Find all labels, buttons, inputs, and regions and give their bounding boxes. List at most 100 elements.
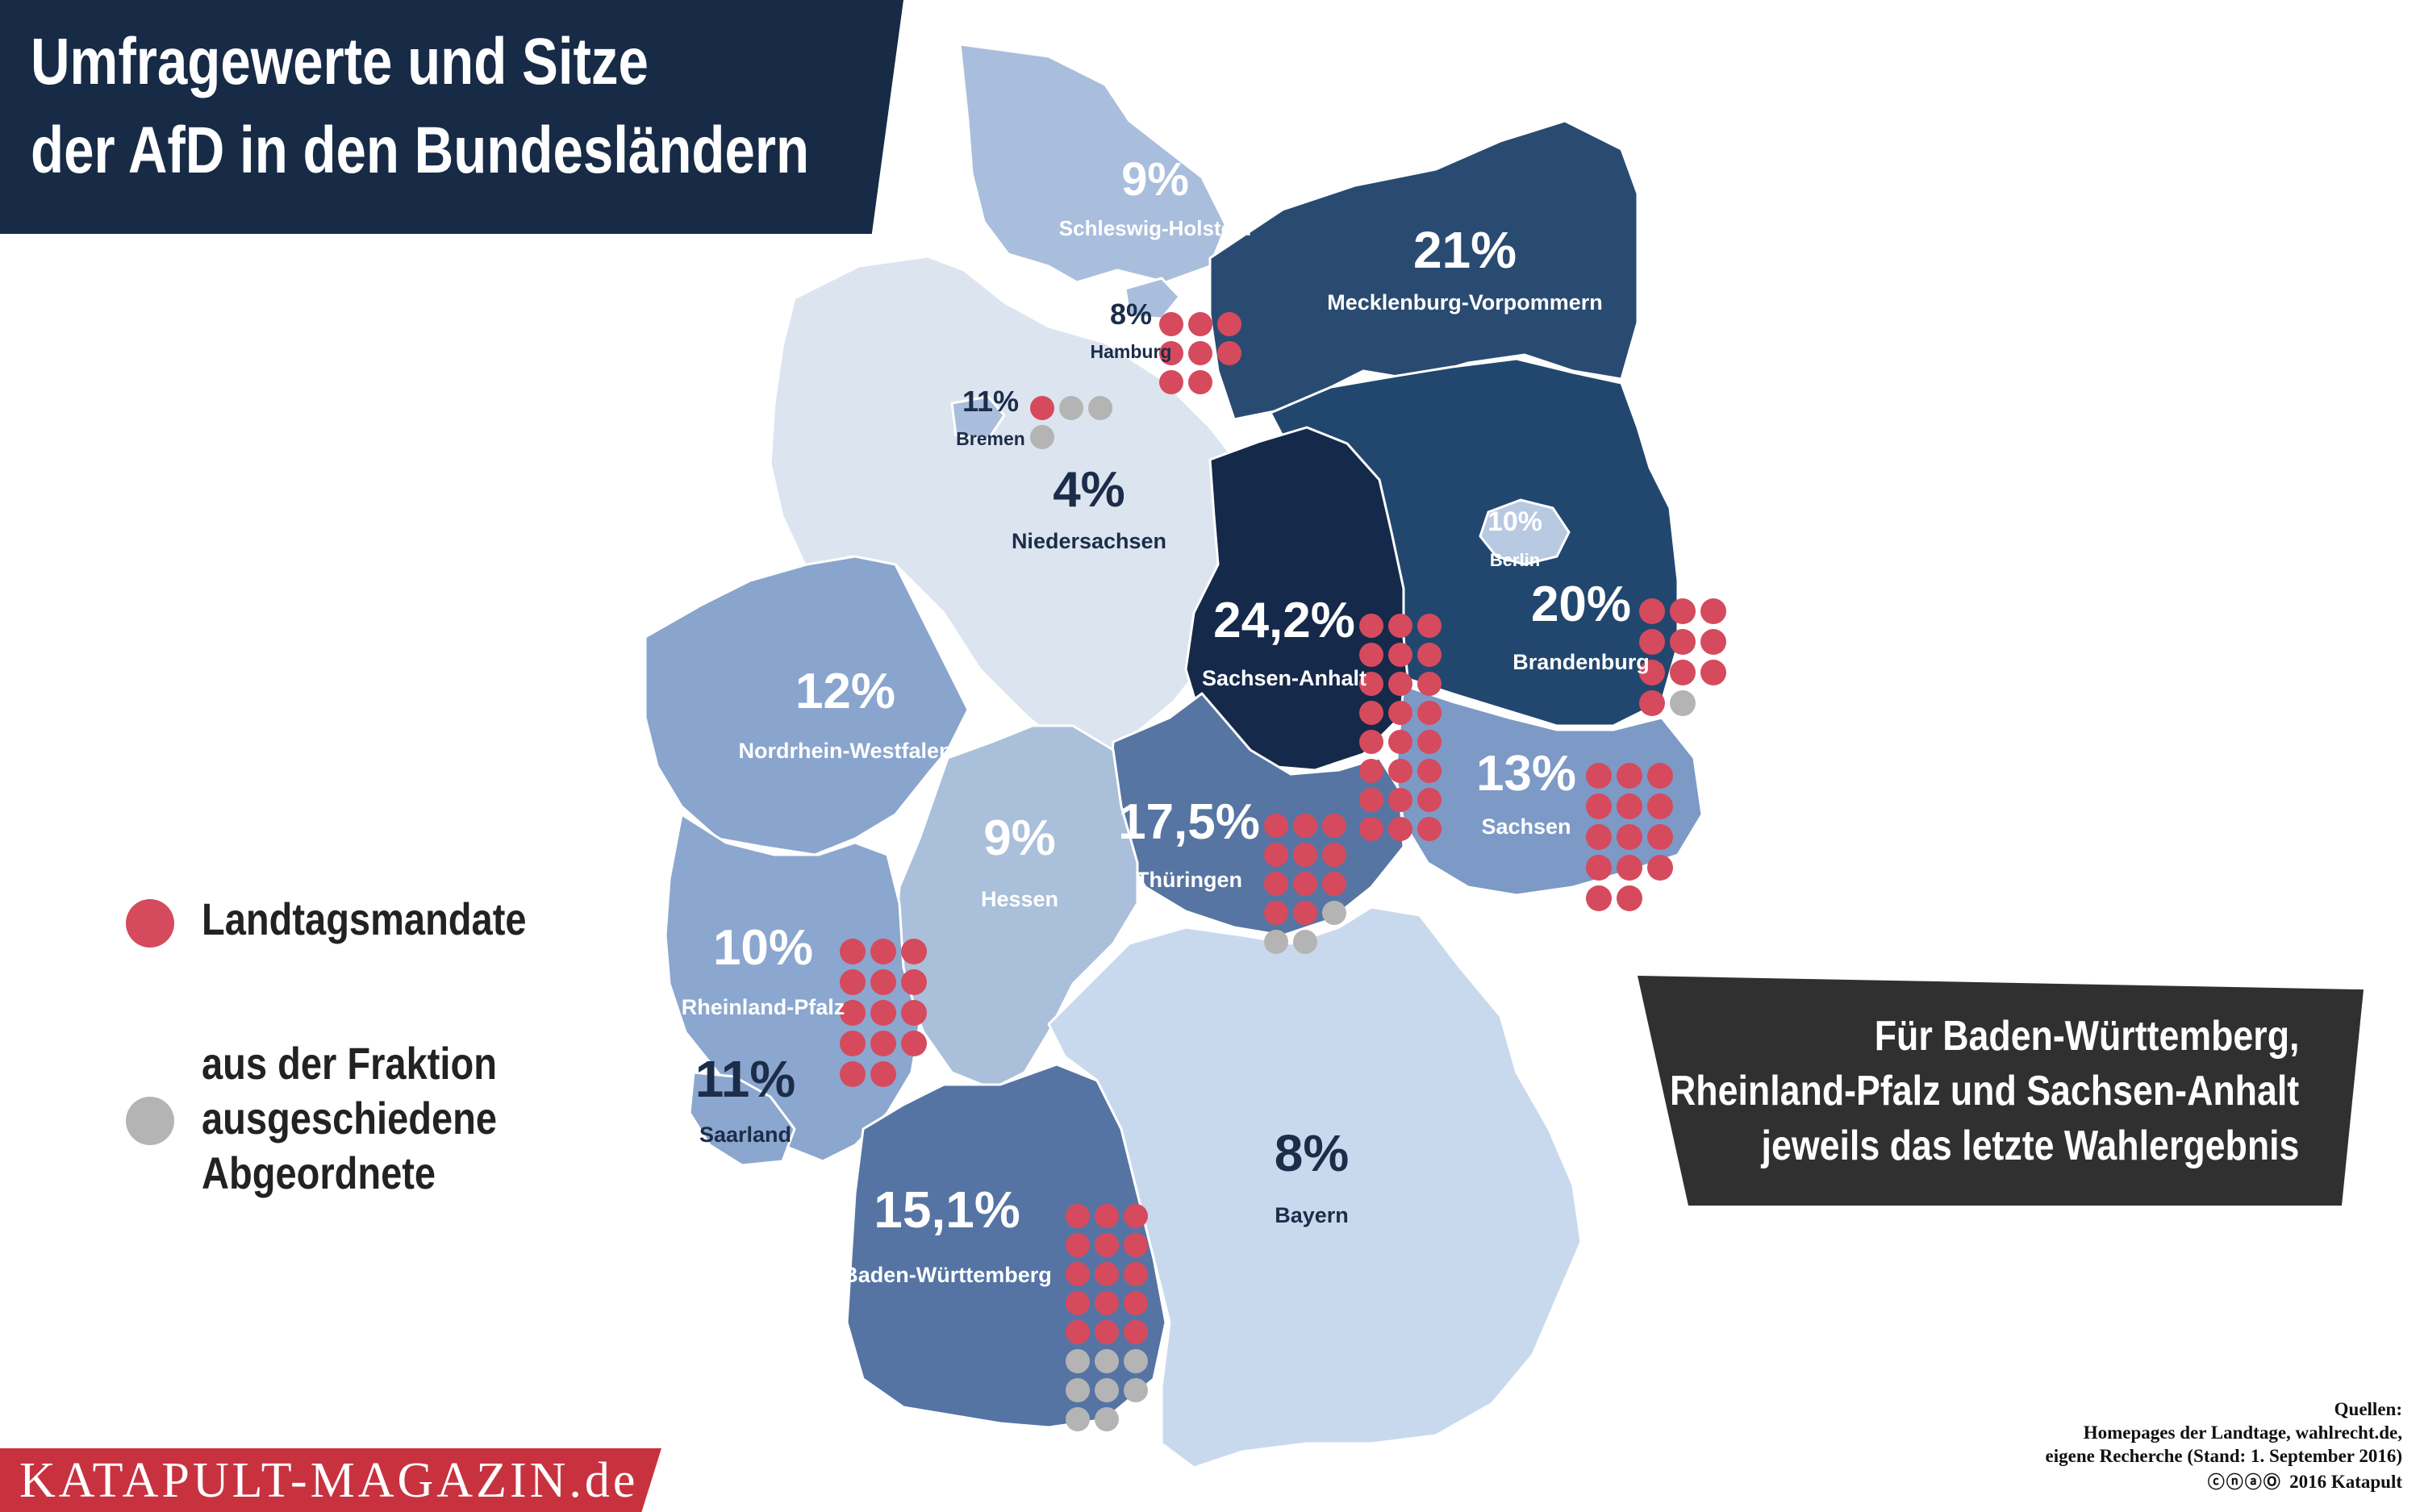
seat-dot-th [1322,872,1346,896]
seat-dot-st [1388,643,1412,667]
seat-dot-bw [1066,1204,1090,1228]
seat-dot-th [1264,901,1288,925]
state-region-mv [1208,119,1639,421]
seat-dot-th [1264,843,1288,867]
state-name-rp: Rheinland-Pfalz [682,995,845,1019]
left-dot-bw [1124,1378,1148,1402]
seat-dot-hh [1159,370,1183,394]
seat-dot-th [1264,814,1288,838]
seat-dot-bb [1700,598,1726,624]
seat-dot-sn [1586,885,1612,911]
copyright-line: ⓒⓝⓐⓄ 2016 Katapult [2208,1469,2402,1493]
title-banner [0,0,903,234]
left-dot-th [1293,930,1317,954]
seat-dot-bw [1095,1262,1119,1286]
copyright-text: 2016 Katapult [2289,1472,2402,1492]
seat-dot-rp [870,1061,896,1087]
seat-dot-bb [1700,660,1726,685]
seat-dot-sn [1647,855,1673,881]
seat-dot-sn [1617,885,1642,911]
seat-dot-st [1359,730,1383,754]
state-region-ni [769,255,1248,764]
seat-dot-th [1293,814,1317,838]
brand-logo[interactable]: KATAPULT-MAGAZIN.de [19,1453,639,1508]
seat-dot-th [1293,901,1317,925]
poll-value-hb: 11% [962,385,1019,418]
seat-dot-rp [870,1031,896,1056]
sources-line-2: eigene Recherche (Stand: 1. September 20… [2045,1446,2402,1466]
seat-dot-sn [1586,763,1612,789]
state-name-bw: Baden-Württemberg [842,1263,1052,1287]
license-icons: ⓒⓝⓐⓄ [2207,1472,2290,1492]
poll-value-sh: 9% [1121,153,1189,206]
seat-dot-hh [1217,312,1241,336]
state-name-sn: Sachsen [1481,814,1571,839]
left-legend-line-2: ausgeschiedene [202,1093,498,1143]
state-name-be: Berlin [1490,550,1540,570]
seat-dot-bb [1639,629,1665,655]
seat-dot-bw [1124,1204,1148,1228]
seat-dot-bb [1670,629,1696,655]
seat-dot-sn [1617,855,1642,881]
seat-dot-st [1417,643,1442,667]
poll-value-sl: 11% [695,1050,796,1108]
state-name-hb: Bremen [956,428,1025,449]
seat-dot-hh [1188,312,1212,336]
note-line-3: jeweils das letzte Wahlergebnis [1761,1123,2299,1169]
seat-dot-sn [1647,824,1673,850]
state-name-he: Hessen [981,887,1058,911]
state-region-be [1479,498,1571,566]
state-name-sl: Saarland [699,1123,791,1147]
seat-dot-st [1388,730,1412,754]
seat-dot-bb [1670,660,1696,685]
seat-dot-bw [1095,1320,1119,1344]
left-dot-bb [1670,690,1696,716]
poll-value-bw: 15,1% [874,1181,1020,1239]
poll-value-sn: 13% [1476,746,1576,802]
note-line-1: Für Baden-Württemberg, [1874,1013,2299,1060]
title-line-2: der AfD in den Bundesländern [31,114,810,187]
seat-dot-hh [1188,341,1212,365]
seats-legend-dot [126,899,174,948]
seat-dot-bb [1639,598,1665,624]
seat-dot-st [1417,730,1442,754]
seat-dot-st [1359,672,1383,696]
state-name-by: Bayern [1275,1203,1349,1227]
seat-dot-sn [1617,763,1642,789]
left-dot-hb [1059,396,1083,420]
poll-value-be: 10% [1487,506,1542,537]
seat-dot-rp [901,1000,927,1026]
seat-dot-sn [1617,824,1642,850]
seat-dot-st [1359,817,1383,841]
seat-dot-st [1359,788,1383,812]
left-dot-th [1322,901,1346,925]
left-legend-line-3: Abgeordnete [202,1148,436,1198]
seat-dot-st [1359,759,1383,783]
state-name-th: Thüringen [1136,868,1242,892]
seat-dot-st [1417,614,1442,638]
seat-dot-th [1322,843,1346,867]
left-dot-bw [1095,1407,1119,1431]
state-region-hb [950,395,1006,441]
poll-value-nw: 12% [795,664,895,719]
seat-dot-sn [1647,793,1673,819]
seat-dot-rp [840,1061,866,1087]
left-dot-bw [1095,1378,1119,1402]
seat-dot-hh [1159,341,1183,365]
left-dot-th [1264,930,1288,954]
poll-value-st: 24,2% [1213,593,1355,648]
seat-dot-th [1293,872,1317,896]
poll-value-by: 8% [1275,1124,1350,1182]
seat-dot-hb [1030,396,1054,420]
seat-dot-th [1264,872,1288,896]
poll-value-th: 17,5% [1118,794,1260,850]
left-dot-bw [1066,1378,1090,1402]
state-name-mv: Mecklenburg-Vorpommern [1327,290,1603,314]
seat-dot-st [1359,701,1383,725]
seat-dot-st [1359,643,1383,667]
seat-dot-bw [1095,1291,1119,1315]
state-region-hh [1124,277,1181,320]
seat-dot-hh [1188,370,1212,394]
